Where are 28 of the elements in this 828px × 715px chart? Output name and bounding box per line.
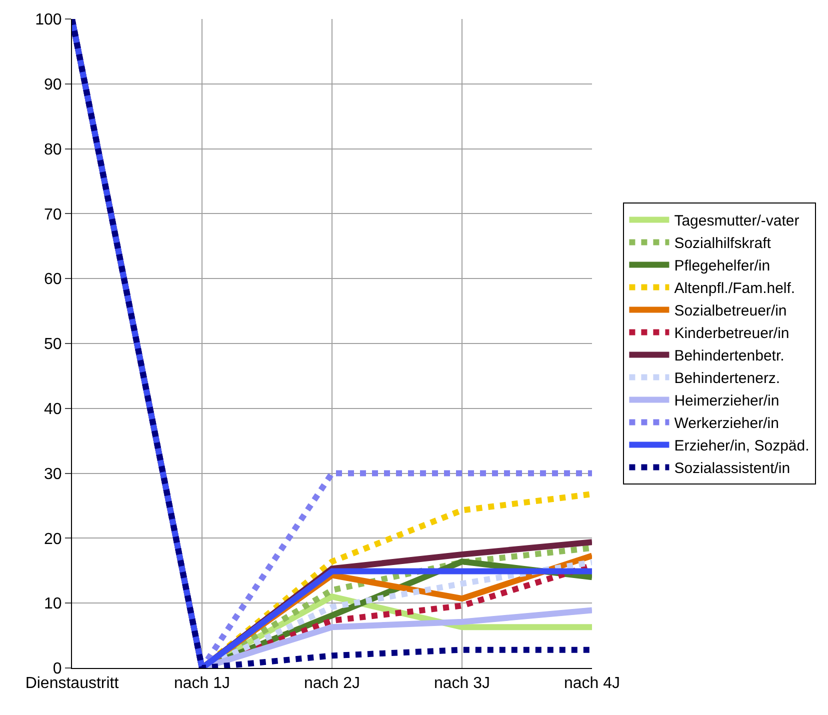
legend-label: Tagesmutter/-vater — [674, 212, 800, 230]
legend-label: Heimerzieher/in — [674, 392, 780, 410]
legend-label: Pflegehelfer/in — [674, 258, 770, 275]
y-tick-label: 20 — [44, 530, 62, 548]
y-tick-label: 70 — [44, 206, 62, 224]
legend-label: Erzieher/in, Sozpäd. — [674, 438, 810, 455]
legend-label: Sozialhilfskraft — [674, 235, 772, 252]
y-tick-label: 30 — [44, 466, 62, 483]
legend-label: Behindertenerz. — [674, 370, 780, 388]
legend-label: Kinderbetreuer/in — [674, 325, 790, 342]
legend-label: Sozialassistent/in — [674, 460, 790, 478]
x-tick-label: nach 2J — [304, 675, 360, 692]
y-tick-label: 100 — [35, 12, 62, 29]
legend-label: Werkerzieher/in — [674, 415, 779, 432]
x-tick-label: nach 1J — [174, 675, 230, 692]
y-tick-label: 80 — [44, 141, 62, 158]
x-tick-label: nach 3J — [434, 675, 490, 692]
y-tick-label: 10 — [44, 596, 62, 613]
x-tick-label: Dienstaustritt — [25, 675, 120, 692]
y-tick-label: 0 — [52, 660, 62, 678]
legend-label: Altenpfl./Fam.helf. — [674, 280, 796, 298]
y-tick-label: 40 — [44, 401, 62, 418]
legend-label: Sozialbetreuer/in — [674, 302, 787, 320]
y-tick-label: 50 — [44, 336, 62, 354]
y-tick-label: 90 — [44, 76, 62, 94]
legend-label: Behindertenbetr. — [674, 348, 784, 365]
x-tick-label: nach 4J — [564, 675, 620, 692]
y-tick-label: 60 — [44, 271, 62, 288]
